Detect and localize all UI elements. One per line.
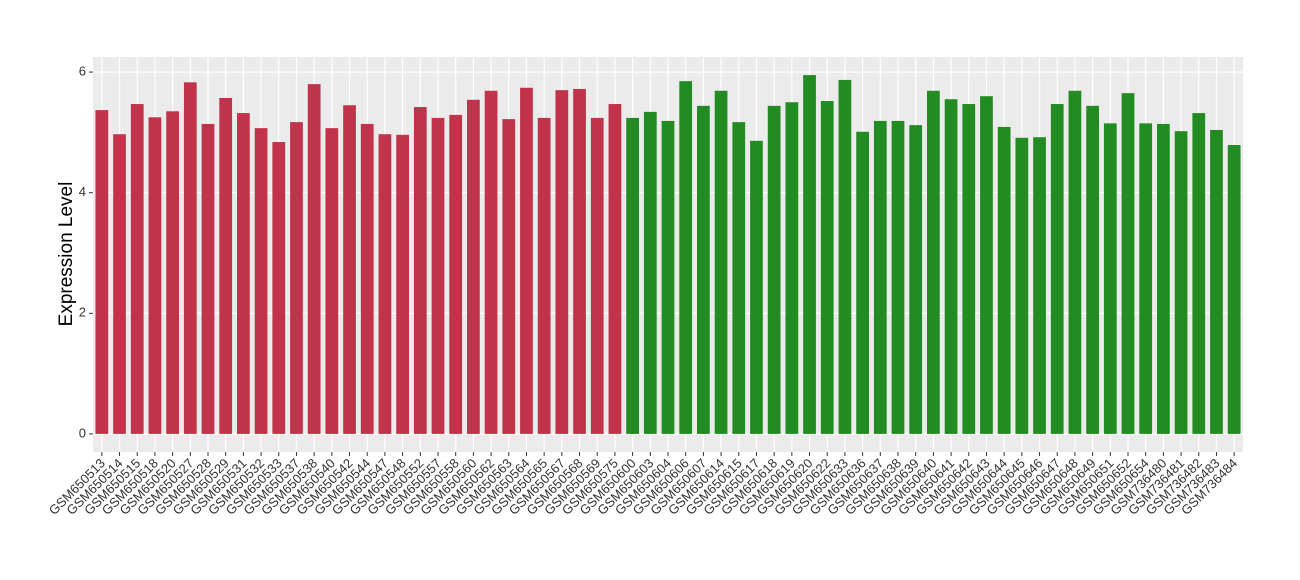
bar [1068,90,1082,434]
bar [1192,113,1206,434]
bar [201,123,215,434]
bar [431,117,445,434]
bar [856,131,869,434]
bar [113,134,126,434]
bar [413,107,427,434]
bar [1157,123,1170,434]
bar [909,125,923,434]
bar [484,90,498,434]
bar [1174,131,1188,434]
y-axis-title: Expression Level [56,182,77,327]
bar [891,120,905,434]
bar [1033,137,1046,434]
bar [360,123,374,434]
bar [643,111,657,434]
bar [449,114,463,434]
bar [237,113,250,434]
bar [396,134,409,434]
bar [95,110,109,434]
bar [573,88,586,434]
bar [1227,145,1241,434]
bar [927,90,940,434]
bar [803,75,816,434]
bar [1015,137,1029,434]
bar [1121,93,1135,434]
bar [130,104,144,434]
bar [697,105,710,434]
bar [785,102,799,434]
bar [626,117,639,434]
bar [1103,123,1117,434]
bar [148,117,162,434]
bar [873,120,887,434]
bar [679,81,693,434]
bar [183,82,197,434]
bar [608,104,622,434]
bar [838,79,852,434]
bar [590,117,604,434]
bar [219,98,233,434]
bar [980,96,993,434]
bar [325,128,339,434]
bar [1210,129,1223,434]
bar [997,126,1011,434]
bar [732,122,746,434]
bar [467,99,480,434]
bar [944,99,958,434]
bar [714,90,728,434]
bar [1139,123,1153,434]
bar [537,117,551,434]
bar [502,119,516,434]
bar [520,87,533,434]
bar [1086,105,1099,434]
bar [166,111,179,434]
bar [254,128,268,434]
bar [290,122,303,434]
y-tick-label: 6 [79,64,86,79]
y-tick-label: 2 [79,305,86,320]
y-tick-label: 4 [79,184,86,199]
bar [343,105,356,434]
bar [661,120,675,434]
y-tick-label: 0 [79,425,86,440]
bar [767,105,781,434]
bar [378,134,392,434]
bar [272,142,286,434]
bar [555,90,569,434]
bar [750,140,763,434]
bar [1050,104,1064,434]
bar [962,104,976,434]
bar [820,101,834,434]
bar [307,84,321,434]
